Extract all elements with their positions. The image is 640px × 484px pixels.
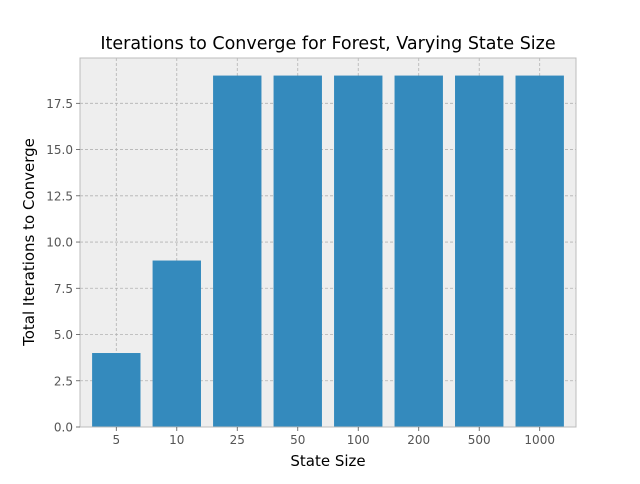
y-tick-label: 2.5	[54, 374, 73, 388]
x-tick-label: 5	[112, 433, 120, 447]
bar-200	[394, 75, 443, 428]
x-tick-label: 100	[347, 433, 370, 447]
y-tick-label: 15.0	[46, 143, 73, 157]
bar-5	[92, 353, 141, 427]
y-tick-label: 17.5	[46, 97, 73, 111]
x-tick-label: 25	[230, 433, 245, 447]
y-axis-ticks: 0.0 2.5 5.0 7.5 10.0 12.5 15.0 17.5	[46, 97, 80, 435]
x-tick-label: 200	[407, 433, 430, 447]
bar-100	[334, 75, 383, 428]
y-tick-label: 5.0	[54, 328, 73, 342]
bar-10	[152, 260, 201, 427]
bar-50	[273, 75, 322, 428]
y-tick-label: 0.0	[54, 421, 73, 435]
x-tick-label: 50	[290, 433, 305, 447]
bar-1000	[515, 75, 564, 428]
x-tick-label: 1000	[524, 433, 555, 447]
x-axis-ticks: 5 10 25 50 100 200 500 1000	[112, 427, 555, 447]
x-axis-label: State Size	[290, 452, 365, 470]
x-tick-label: 10	[169, 433, 184, 447]
y-tick-label: 12.5	[46, 189, 73, 203]
y-axis-label: Total Iterations to Converge	[20, 138, 38, 347]
y-tick-label: 7.5	[54, 282, 73, 296]
x-tick-label: 500	[468, 433, 491, 447]
bar-500	[455, 75, 504, 428]
plot-frame	[79, 57, 577, 428]
bars	[92, 75, 564, 428]
y-tick-label: 10.0	[46, 236, 73, 250]
bar-25	[213, 75, 262, 428]
chart-title: Iterations to Converge for Forest, Varyi…	[100, 34, 555, 54]
